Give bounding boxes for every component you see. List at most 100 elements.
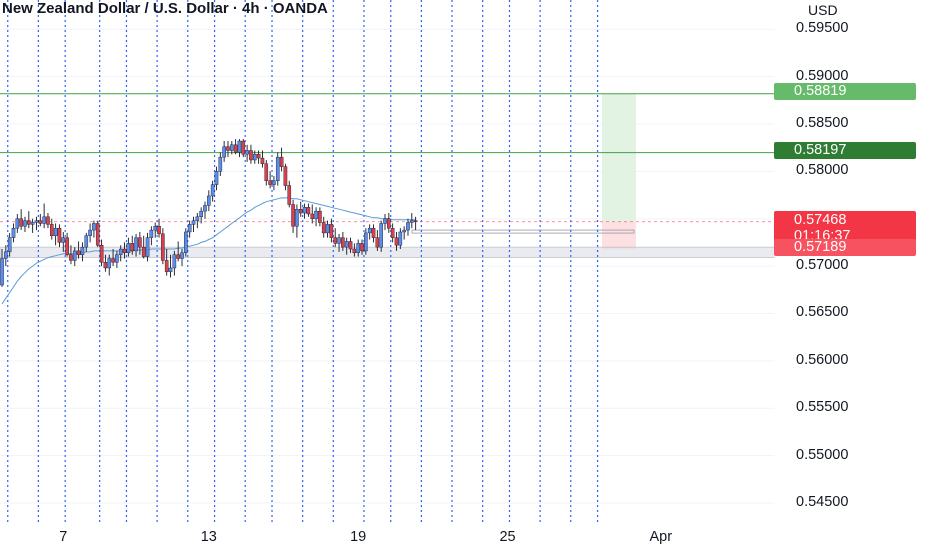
candle-body [153, 226, 158, 231]
candle [184, 228, 188, 257]
candle-body [279, 156, 284, 167]
candle-body [310, 213, 315, 219]
candle [203, 201, 207, 219]
candle-body [80, 246, 85, 255]
candle-body [46, 216, 50, 225]
candle [145, 232, 150, 262]
candle [279, 147, 284, 172]
candle [207, 190, 211, 212]
candle-body [306, 207, 311, 215]
candle [15, 213, 20, 233]
candle-body [291, 204, 295, 227]
candle-body [4, 251, 8, 259]
candle-body [84, 235, 89, 248]
candle [4, 245, 8, 267]
candle-body [321, 222, 326, 234]
candle-body [264, 163, 269, 182]
candle [229, 141, 234, 155]
candle [46, 213, 50, 229]
candle-body [184, 231, 188, 254]
candle-body [42, 216, 46, 224]
candle-body [65, 237, 69, 255]
candle [272, 176, 276, 191]
stop-price-tag: 0.57189 [774, 239, 916, 256]
candle [11, 223, 16, 243]
candle-body [126, 243, 131, 254]
candle-body [191, 220, 196, 225]
candle-body [57, 227, 62, 243]
candle-body [222, 146, 226, 158]
candle-body [111, 258, 115, 263]
candle [352, 243, 357, 257]
candle-body [283, 166, 288, 186]
candle [394, 231, 399, 251]
candle-body [187, 224, 192, 233]
candle [402, 226, 406, 240]
candle [333, 228, 338, 248]
candle-body [390, 227, 395, 238]
price-tick-label: 0.59500 [796, 20, 849, 37]
candle [118, 245, 123, 262]
candle-body [7, 237, 12, 253]
candle-body [260, 157, 265, 164]
candle-body [379, 223, 383, 248]
candle [341, 231, 345, 251]
price-tick-label: 0.59000 [796, 67, 849, 84]
candle [321, 216, 326, 238]
candle-body [348, 241, 353, 250]
candle [218, 152, 223, 177]
candle-body [210, 184, 215, 197]
candle-body [195, 216, 200, 221]
candle-body [287, 185, 292, 205]
candle [406, 218, 410, 236]
candle-body [275, 156, 280, 182]
candle [88, 223, 92, 243]
candle [130, 235, 135, 255]
candle [141, 235, 146, 259]
price-tick-label: 0.56500 [796, 304, 849, 321]
candle-body [367, 227, 372, 234]
price-tick-label: 0.57000 [796, 257, 849, 274]
candle [34, 216, 39, 231]
time-tick-label: 19 [350, 529, 367, 545]
candle [291, 199, 295, 233]
candle-body [295, 209, 299, 227]
candle [298, 201, 303, 217]
candle-body [23, 220, 27, 227]
candle-body [329, 224, 334, 238]
candle [30, 218, 35, 233]
candle [42, 203, 46, 229]
candle-body [72, 250, 77, 261]
candle [264, 159, 269, 186]
candle-body [53, 227, 58, 236]
candle [237, 139, 242, 158]
candle [111, 249, 115, 267]
candle-body [176, 254, 180, 259]
candle-body [402, 229, 406, 233]
candle [252, 150, 257, 164]
candle [268, 171, 272, 189]
profit-zone [602, 93, 636, 222]
candle [76, 241, 81, 259]
candle [348, 237, 353, 253]
currency-label: USD [808, 2, 838, 18]
position-zones [0, 93, 776, 258]
candle-body [115, 254, 119, 263]
candle [23, 216, 27, 232]
candle [191, 216, 196, 232]
candle [226, 141, 230, 158]
candle [314, 207, 318, 227]
candle-body [375, 237, 380, 248]
candle [199, 207, 203, 224]
candle-body [398, 231, 403, 246]
candle [310, 204, 315, 224]
candle-body [134, 237, 138, 252]
candle [38, 213, 43, 227]
candle-body [61, 237, 66, 243]
candle-body [130, 243, 135, 252]
candle [149, 226, 154, 246]
candle [99, 239, 104, 267]
candle [364, 228, 368, 255]
price-tick-label: 0.58000 [796, 162, 849, 179]
